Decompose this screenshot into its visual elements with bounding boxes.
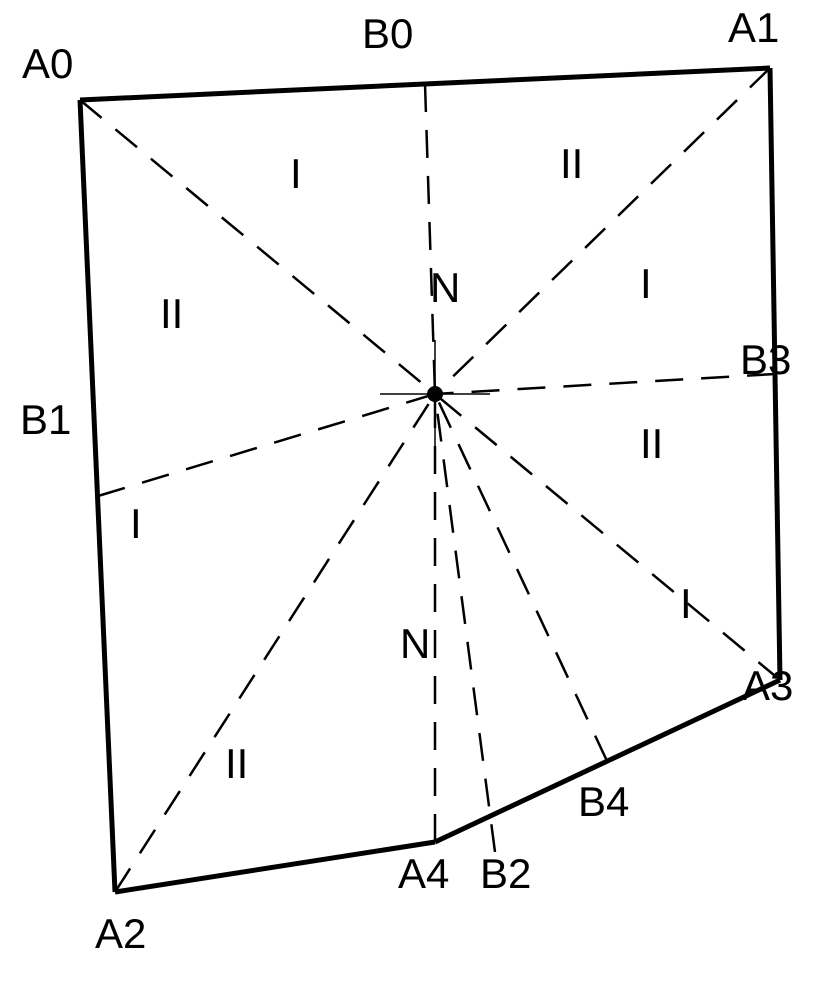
region-label-9: II xyxy=(225,740,248,788)
vertex-label-B1: B1 xyxy=(20,396,71,444)
vertex-label-B0: B0 xyxy=(362,10,413,58)
region-label-8: N xyxy=(400,620,430,668)
region-label-4: N xyxy=(430,264,460,312)
dashed-edge-B0-N xyxy=(425,84,435,394)
dashed-edge-B3-N xyxy=(435,374,775,394)
region-label-1: II xyxy=(560,140,583,188)
dashed-edge-B1-N xyxy=(98,394,435,496)
vertex-label-B2: B2 xyxy=(480,850,531,898)
region-label-7: I xyxy=(680,580,692,628)
vertex-label-A4: A4 xyxy=(398,850,449,898)
center-node xyxy=(427,386,443,402)
dashed-edge-A0-N xyxy=(80,100,435,394)
region-label-5: I xyxy=(130,500,142,548)
vertex-label-A3: A3 xyxy=(742,662,793,710)
dashed-edge-B2-N xyxy=(435,394,495,852)
dashed-edge-A2-N xyxy=(115,394,435,892)
dashed-edge-A1-N xyxy=(435,68,770,394)
region-label-0: I xyxy=(290,150,302,198)
vertex-label-A1: A1 xyxy=(728,4,779,52)
vertex-label-A2: A2 xyxy=(95,910,146,958)
vertex-label-B3: B3 xyxy=(740,336,791,384)
dashed-edge-B4-N xyxy=(435,394,607,761)
region-label-2: II xyxy=(160,290,183,338)
vertex-label-B4: B4 xyxy=(578,778,629,826)
solid-edge-A2-A0 xyxy=(80,100,115,892)
region-label-6: II xyxy=(640,420,663,468)
region-label-3: I xyxy=(640,260,652,308)
vertex-label-A0: A0 xyxy=(22,40,73,88)
dashed-edge-A3-N xyxy=(435,394,780,680)
solid-edge-A4-A2 xyxy=(115,842,435,892)
